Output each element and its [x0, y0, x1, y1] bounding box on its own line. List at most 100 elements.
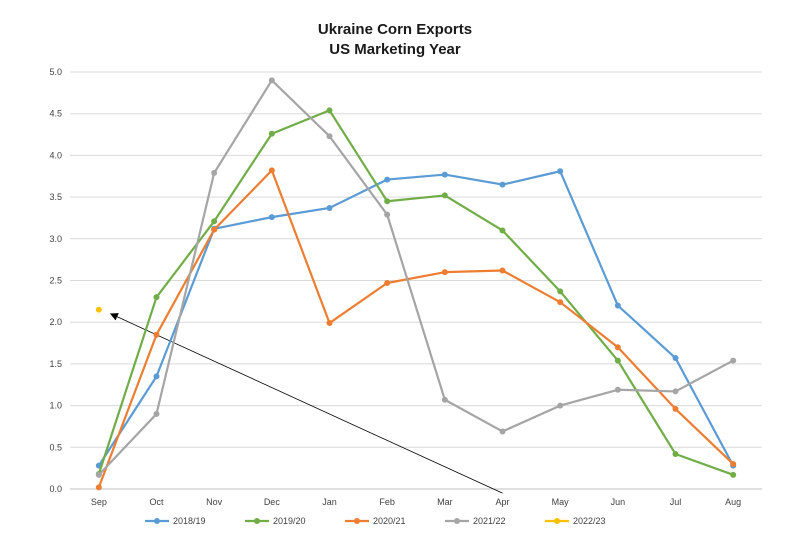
x-axis-ticks: Sep Oct Nov Dec Jan Feb Mar Apr May Jun Jul Aug: [91, 497, 741, 507]
series-line: [97, 109, 734, 476]
legend-item: 2018/19: [145, 516, 206, 526]
legend-marker: [254, 518, 260, 524]
series-lines: [95, 77, 737, 491]
data-point: [326, 320, 333, 327]
data-point: [384, 280, 391, 287]
data-point: [384, 211, 391, 218]
legend-item: 2022/23: [545, 516, 606, 526]
data-point: [268, 167, 275, 174]
data-point: [499, 227, 506, 234]
legend-marker: [454, 518, 460, 524]
data-point: [326, 133, 333, 140]
data-point: [384, 198, 391, 205]
legend-marker: [354, 518, 360, 524]
data-point: [557, 288, 564, 295]
data-point: [268, 77, 275, 84]
x-tick-label: Jul: [670, 497, 682, 507]
legend-label: 2019/20: [273, 516, 306, 526]
data-point: [614, 386, 621, 393]
data-point: [730, 460, 737, 467]
legend-item: 2020/21: [345, 516, 406, 526]
data-point: [441, 171, 448, 178]
data-point: [614, 344, 621, 351]
series-2019/20: [95, 107, 737, 478]
y-tick-label: 3.5: [49, 192, 62, 202]
series-2021/22: [95, 77, 737, 478]
data-point: [441, 396, 448, 403]
data-point: [730, 471, 737, 478]
y-tick-label: 4.0: [49, 150, 62, 160]
data-point: [441, 192, 448, 199]
data-point: [672, 355, 679, 362]
legend-item: 2019/20: [245, 516, 306, 526]
data-point: [153, 331, 160, 338]
data-point: [153, 294, 160, 301]
data-point: [499, 181, 506, 188]
y-tick-label: 1.0: [49, 401, 62, 411]
data-point: [614, 302, 621, 309]
legend-label: 2022/23: [573, 516, 606, 526]
data-point: [557, 168, 564, 175]
chart-title: Ukraine Corn Exports: [318, 21, 472, 38]
series-2018/19: [95, 168, 737, 469]
data-point: [268, 214, 275, 221]
legend-label: 2018/19: [173, 516, 206, 526]
annotations: [109, 313, 503, 494]
data-point: [211, 226, 218, 233]
series-2022/23: [95, 306, 102, 313]
x-tick-label: May: [552, 497, 570, 507]
data-point: [153, 410, 160, 417]
x-tick-label: Aug: [725, 497, 741, 507]
data-point: [672, 450, 679, 457]
x-tick-label: Jan: [322, 497, 337, 507]
y-tick-label: 4.5: [49, 109, 62, 119]
series-2020/21: [95, 167, 737, 491]
data-point: [211, 169, 218, 176]
x-tick-label: Oct: [149, 497, 164, 507]
series-line: [98, 79, 734, 476]
y-tick-label: 0.0: [49, 484, 62, 494]
data-point: [557, 402, 564, 409]
legend-marker: [554, 518, 560, 524]
x-tick-label: Mar: [437, 497, 453, 507]
data-point: [211, 218, 218, 225]
series-line: [97, 170, 735, 467]
y-tick-label: 3.0: [49, 234, 62, 244]
data-point: [384, 176, 391, 183]
annotation-arrow: [109, 313, 503, 494]
legend-marker: [154, 518, 160, 524]
data-point: [326, 107, 333, 114]
legend-item: 2021/22: [445, 516, 506, 526]
data-point: [441, 269, 448, 276]
data-point: [268, 130, 275, 137]
y-axis-ticks: 0.0 0.5 1.0 1.5 2.0 2.5 3.0 3.5 4.0 4.5 5.0: [49, 67, 62, 494]
x-tick-label: Feb: [379, 497, 395, 507]
data-point: [153, 373, 160, 380]
y-tick-label: 2.5: [49, 276, 62, 286]
y-tick-label: 0.5: [49, 442, 62, 452]
y-tick-label: 1.5: [49, 359, 62, 369]
data-point: [95, 306, 102, 313]
data-point: [557, 299, 564, 306]
data-point: [730, 357, 737, 364]
data-point: [95, 471, 102, 478]
chart-subtitle: US Marketing Year: [329, 41, 461, 58]
data-point: [499, 428, 506, 435]
data-point: [326, 204, 333, 211]
y-tick-label: 2.0: [49, 317, 62, 327]
x-tick-label: Apr: [495, 497, 509, 507]
data-point: [95, 484, 102, 491]
data-point: [499, 267, 506, 274]
data-point: [614, 357, 621, 364]
data-point: [672, 388, 679, 395]
x-tick-label: Jun: [611, 497, 626, 507]
data-point: [672, 405, 679, 412]
y-tick-label: 5.0: [49, 67, 62, 77]
legend: 2018/19 2019/20 2020/21 2021/22 2022/23: [145, 516, 606, 526]
x-tick-label: Sep: [91, 497, 107, 507]
x-tick-label: Dec: [264, 497, 281, 507]
x-tick-label: Nov: [206, 497, 223, 507]
legend-label: 2021/22: [473, 516, 506, 526]
legend-label: 2020/21: [373, 516, 406, 526]
